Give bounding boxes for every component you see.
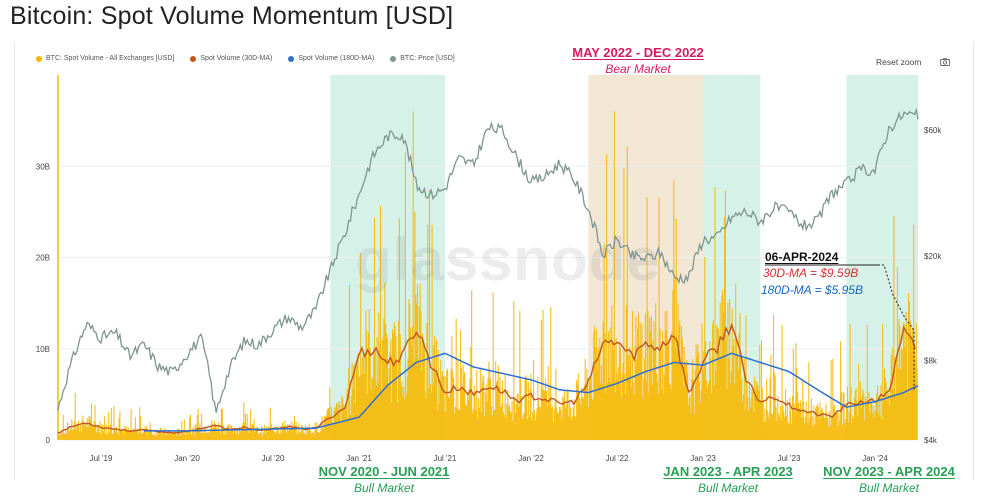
x-tick-label: Jul '19: [90, 454, 113, 463]
legend-dot-ma30: [190, 55, 197, 62]
x-tick-label: Jan '24: [862, 454, 888, 463]
chart-legend: BTC: Spot Volume - All Exchanges [USD] S…: [36, 55, 455, 62]
annotation-pointer: [878, 264, 915, 390]
bull-region-title-2: JAN 2023 - APR 2023: [663, 464, 793, 479]
x-tick-label: Jan '22: [518, 454, 544, 463]
y-left-tick-label: 0: [46, 436, 51, 445]
legend-item-ma30[interactable]: Spot Volume (30D-MA): [190, 55, 272, 62]
series-lines: [57, 107, 919, 434]
bull-region-subtitle-2: Bull Market: [697, 481, 759, 495]
bull-region-title-3: NOV 2023 - APR 2024: [823, 464, 955, 479]
annotation-ma180: 180D-MA = $5.95B: [761, 283, 863, 297]
series-line-price: [57, 107, 919, 413]
annotation-date: 06-APR-2024: [765, 250, 839, 264]
page-title: Bitcoin: Spot Volume Momentum [USD]: [10, 2, 454, 30]
chart-frame: [14, 42, 974, 480]
legend-label-ma180: Spot Volume (180D-MA): [298, 55, 375, 62]
bull-region-title-1: NOV 2020 - JUN 2021: [318, 464, 450, 479]
legend-dot-price: [390, 55, 397, 62]
legend-dot-volume: [36, 55, 42, 62]
x-tick-label: Jan '23: [690, 454, 716, 463]
axis-ticks: 0 10B 20B 30B $4k $8k $20k $60k Jul '19 Jan '20 Ju…: [36, 126, 943, 463]
annotation-lines: [765, 264, 915, 390]
x-tick-label: Jul '23: [778, 454, 801, 463]
bull-region-subtitle-3: Bull Market: [858, 481, 920, 495]
x-tick-label: Jul '21: [434, 454, 457, 463]
watermark: glassnode: [355, 226, 661, 293]
x-tick-label: Jan '21: [346, 454, 372, 463]
legend-item-price[interactable]: BTC: Price [USD]: [390, 55, 455, 62]
series-line-ma180: [144, 352, 919, 432]
y-right-tick-label: $4k: [924, 436, 938, 445]
volume-bars-path: [57, 111, 918, 440]
legend-label-volume: BTC: Spot Volume - All Exchanges [USD]: [46, 55, 175, 62]
y-left-tick-label: 10B: [36, 345, 50, 354]
y-left-tick-label: 20B: [36, 254, 50, 263]
y-left-tick-label: 30B: [36, 162, 50, 171]
bear-region-subtitle: Bear Market: [605, 62, 671, 76]
y-right-tick-label: $60k: [924, 126, 942, 135]
legend-item-volume[interactable]: BTC: Spot Volume - All Exchanges [USD]: [36, 55, 174, 62]
series-line-ma30: [57, 322, 916, 434]
bull-region-subtitle-1: Bull Market: [353, 481, 415, 495]
y-right-tick-label: $8k: [924, 357, 938, 366]
y-right-tick-label: $20k: [924, 252, 942, 261]
bear-region-title: MAY 2022 - DEC 2022: [572, 45, 704, 60]
x-tick-label: Jan '20: [174, 454, 200, 463]
camera-icon[interactable]: [940, 58, 950, 66]
x-tick-label: Jul '20: [262, 454, 285, 463]
legend-label-price: BTC: Price [USD]: [400, 55, 455, 62]
legend-dot-ma180: [288, 55, 295, 62]
annotation-ma30: 30D-MA = $9.59B: [763, 266, 859, 280]
reset-zoom-button[interactable]: Reset zoom: [876, 57, 922, 67]
legend-item-ma180[interactable]: Spot Volume (180D-MA): [288, 55, 374, 62]
volume-bars: [57, 111, 918, 440]
x-tick-label: Jul '22: [606, 454, 629, 463]
legend-label-ma30: Spot Volume (30D-MA): [200, 55, 273, 62]
